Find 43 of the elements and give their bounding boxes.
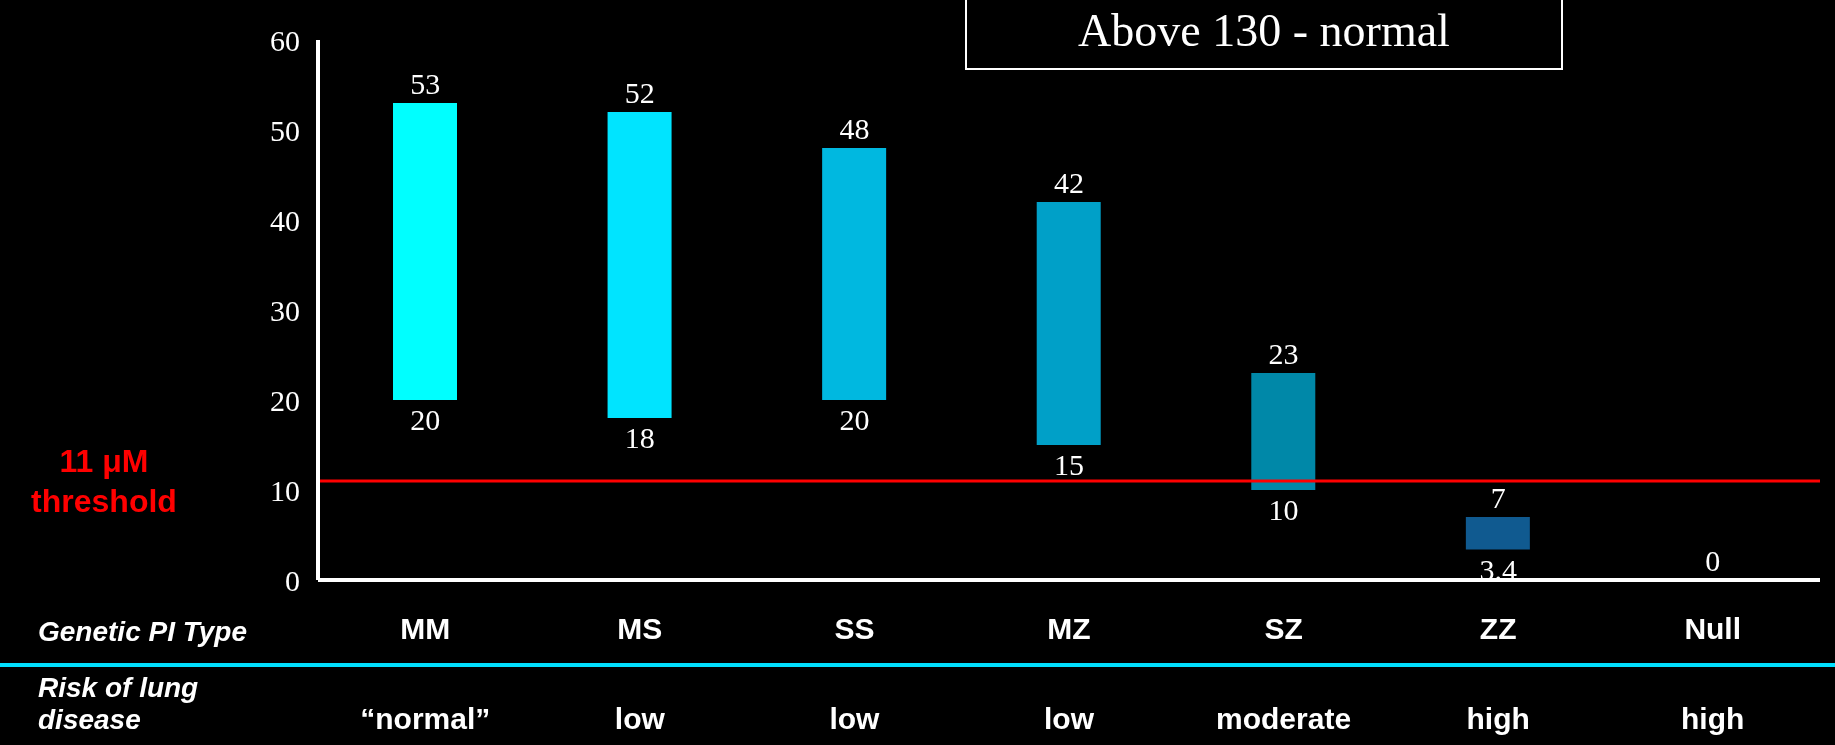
- annotation: 53: [410, 67, 441, 100]
- text: moderate: [1215, 702, 1353, 736]
- bar: [1465, 517, 1530, 550]
- bar: [393, 103, 457, 400]
- annotation: 15: [1054, 448, 1084, 482]
- text: high: [1465, 702, 1531, 736]
- bar: [607, 112, 672, 418]
- y-tick-label: 60: [270, 23, 300, 57]
- annotation: 20: [410, 403, 441, 437]
- text: high: [1680, 702, 1746, 736]
- annotation: 10: [1268, 493, 1299, 527]
- y-tick-label: 50: [270, 113, 300, 147]
- y-tick-label: 0: [285, 563, 300, 597]
- bar: [822, 148, 887, 400]
- annotation: 20: [839, 403, 870, 437]
- text: “normal”: [359, 702, 492, 736]
- y-tick-label: 40: [270, 203, 300, 237]
- x-tick-label: MZ: [1047, 612, 1091, 646]
- bar: [1036, 202, 1101, 445]
- text: low: [613, 702, 666, 736]
- annotation: 7: [1490, 481, 1506, 514]
- y-tick-label: 30: [270, 293, 300, 327]
- x-tick-label: SS: [834, 612, 875, 646]
- x-tick-label: ZZ: [1479, 612, 1517, 646]
- text: Risk of lung disease: [38, 672, 200, 736]
- ref-line-label: 11 μM threshold: [30, 442, 178, 521]
- annotation: 18: [624, 421, 655, 455]
- text: low: [828, 702, 881, 736]
- y-tick-label: 20: [270, 383, 300, 417]
- annotation: 52: [624, 76, 655, 109]
- annotation: 42: [1054, 166, 1084, 199]
- text: low: [1043, 702, 1095, 736]
- annotation: 48: [839, 112, 870, 145]
- x-tick-label: MM: [400, 612, 451, 646]
- bar: [1251, 373, 1316, 490]
- x-tick-label: Null: [1684, 612, 1742, 646]
- annotation: Above 130 - normal: [965, 0, 1563, 70]
- annotation: 23: [1268, 337, 1299, 370]
- x-tick-label: MS: [617, 612, 663, 646]
- x-tick-label: SZ: [1264, 612, 1303, 646]
- x-axis-title: Genetic PI Type: [38, 616, 248, 648]
- annotation: 0: [1705, 544, 1721, 577]
- y-tick-label: 10: [270, 473, 300, 507]
